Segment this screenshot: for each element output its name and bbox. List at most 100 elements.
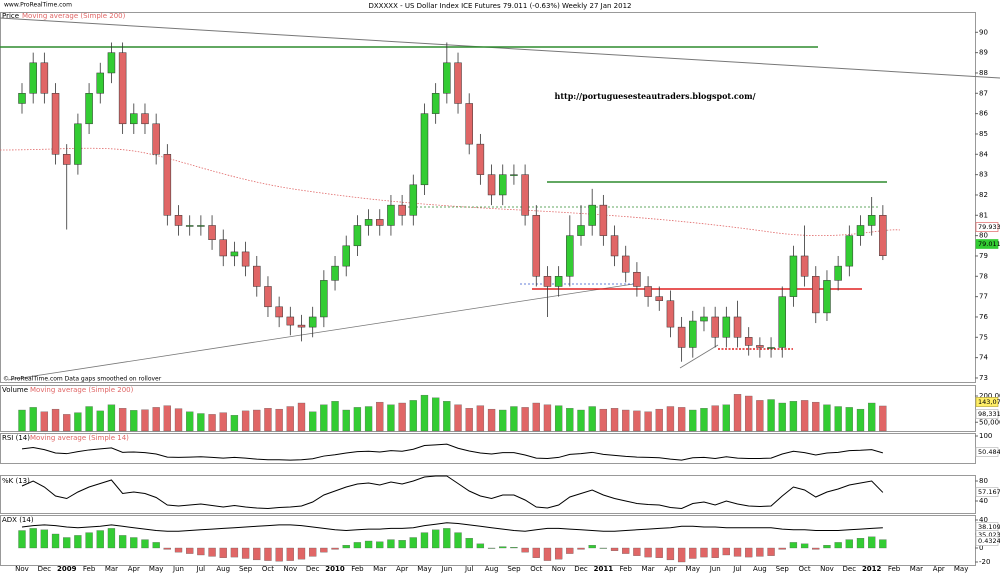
bar	[633, 410, 641, 432]
candle-body	[722, 316, 731, 338]
candle-body	[812, 276, 820, 314]
x-tick-label: Oct	[799, 565, 811, 573]
readout-box	[975, 447, 999, 457]
x-tick-label: Feb	[83, 565, 96, 573]
x-tick-label: Feb	[351, 565, 364, 573]
candle-body	[610, 235, 619, 257]
x-tick-label: Apr	[933, 565, 945, 573]
candle-body	[756, 345, 764, 348]
bar	[364, 540, 373, 549]
candle-body	[543, 276, 552, 287]
candle-body	[185, 225, 194, 227]
bar	[85, 406, 93, 432]
bar	[275, 547, 283, 562]
bar	[834, 542, 842, 549]
bar	[532, 547, 540, 558]
x-tick-label: 2009	[57, 565, 77, 573]
x-tick-label: Oct	[530, 565, 542, 573]
candle-body	[219, 239, 227, 257]
x-tick-label: Dec	[574, 565, 588, 573]
bar	[331, 401, 339, 432]
x-tick-label: Nov	[15, 565, 29, 573]
x-tick-label: Mar	[910, 565, 923, 573]
bar	[130, 410, 138, 432]
panel-label: RSI (14)	[2, 434, 30, 442]
candle-body	[566, 235, 574, 277]
readout: 0.4324	[978, 537, 1000, 545]
y-tick-label: 75	[979, 333, 988, 341]
panel-label: %K (13)	[2, 477, 30, 485]
candle-body	[29, 62, 37, 94]
footnote: © ProRealTime.com Data gaps smoothed on …	[3, 376, 162, 383]
indicator-label: Moving average (Simple 200)	[30, 386, 134, 394]
x-tick-label: Sep	[776, 565, 790, 573]
bar	[432, 397, 440, 432]
y-tick-label: 78	[979, 272, 988, 280]
candle-body	[767, 347, 775, 349]
bar	[197, 413, 205, 432]
bar	[118, 408, 127, 432]
candle-body	[711, 316, 719, 338]
x-tick-label: 2011	[594, 565, 614, 573]
candle-body	[834, 265, 842, 281]
x-tick-label: Aug	[753, 565, 767, 573]
bar	[309, 547, 317, 557]
x-tick-label: Jun	[440, 565, 452, 573]
candle-body	[521, 174, 529, 216]
x-tick-label: 2012	[862, 565, 882, 573]
bar	[96, 530, 104, 549]
candle-body	[387, 204, 395, 226]
adx-panel	[0, 515, 976, 566]
bar	[219, 547, 227, 558]
bar	[487, 408, 496, 432]
readout: 79.011	[978, 240, 1000, 248]
candle-body	[666, 300, 675, 328]
bar	[186, 411, 194, 432]
candle-body	[18, 93, 26, 104]
bar	[432, 529, 440, 549]
candle-body	[320, 280, 328, 318]
bar	[722, 404, 730, 432]
candle-body	[297, 324, 306, 328]
panel-label: Price	[2, 12, 19, 20]
bar	[241, 410, 250, 432]
candle-body	[331, 265, 339, 281]
bar	[756, 400, 764, 432]
candle-body	[823, 280, 831, 314]
x-tick-label: Sep	[239, 565, 253, 573]
bar	[40, 529, 49, 549]
line	[21, 522, 883, 532]
bar	[767, 547, 775, 556]
y-tick-label: 89	[979, 49, 988, 57]
bar	[85, 532, 93, 549]
y-tick-label: 74	[979, 354, 988, 362]
candle-body	[275, 306, 283, 318]
candle-body	[856, 225, 865, 236]
bar	[599, 408, 608, 432]
bar	[376, 541, 384, 549]
bar	[868, 536, 876, 549]
candle-body	[230, 251, 239, 257]
x-tick-label: May	[417, 565, 431, 573]
candle-body	[577, 225, 585, 236]
bar	[208, 547, 216, 557]
bar	[499, 546, 507, 549]
x-tick-label: Jun	[172, 565, 184, 573]
bar	[767, 399, 775, 432]
candle-body	[621, 255, 630, 273]
drawings	[0, 17, 1000, 381]
candle-body	[487, 174, 496, 196]
price-panel	[0, 12, 976, 383]
bar	[677, 547, 686, 563]
bar	[18, 409, 26, 432]
readout-box	[975, 397, 999, 407]
bar	[241, 547, 250, 559]
bar	[186, 547, 194, 554]
bar	[420, 532, 429, 549]
bar	[163, 547, 171, 550]
bar	[499, 409, 507, 432]
bar	[118, 535, 127, 549]
y-tick-label: -20	[979, 558, 990, 566]
